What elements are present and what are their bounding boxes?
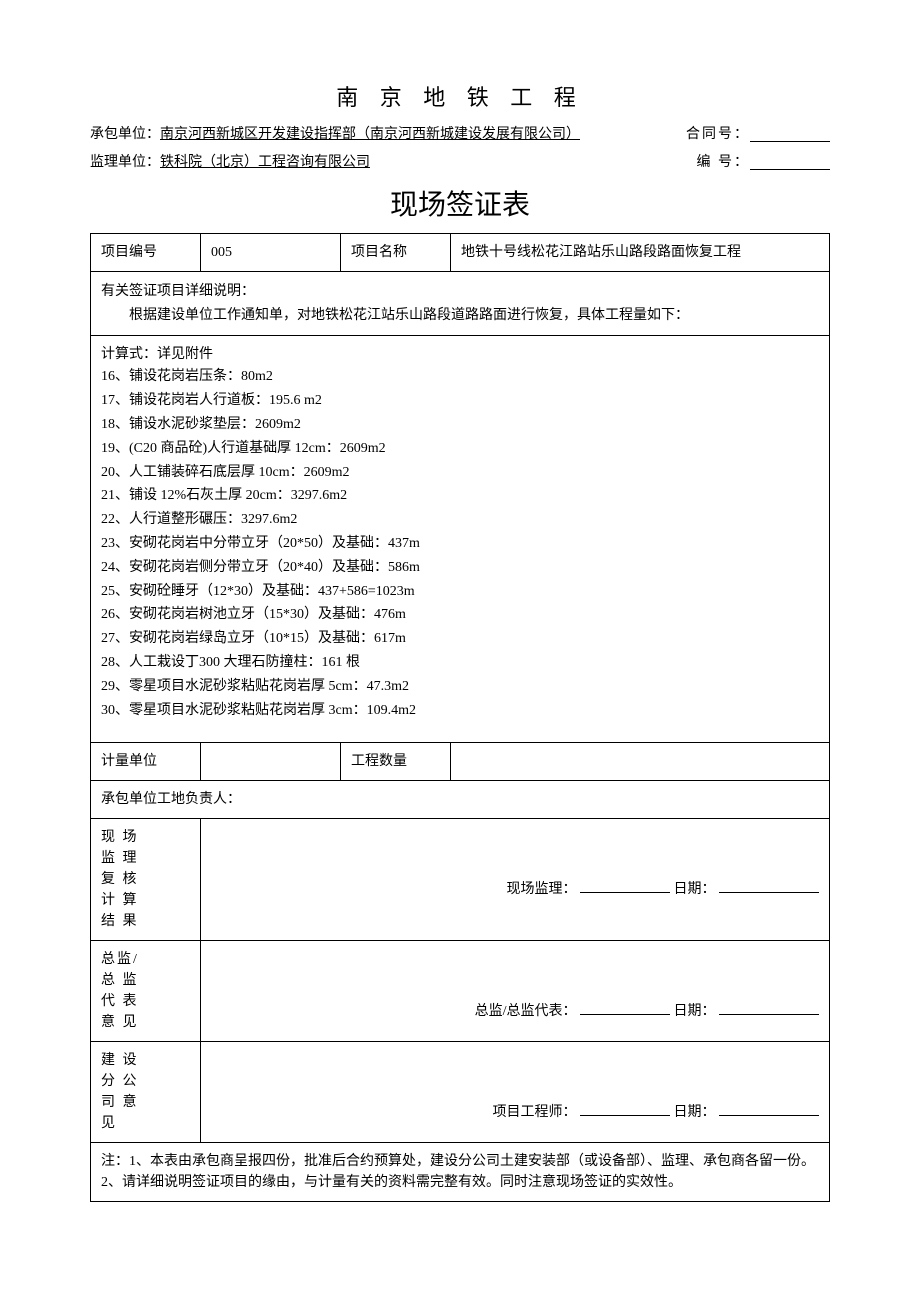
sup-l4: 计 算 — [101, 890, 190, 911]
director-sign-line: 总监/总监代表： 日期： — [211, 949, 819, 1022]
main-table: 项目编号 005 项目名称 地铁十号线松花江路站乐山路段路面恢复工程 有关签证项… — [90, 233, 830, 1203]
bld-l1: 建 设 — [101, 1050, 190, 1071]
builder-row: 建 设 分 公 司 意 见 项目工程师： 日期： — [91, 1042, 830, 1143]
document-title: 南 京 地 铁 工 程 — [90, 80, 830, 112]
proj-name-value: 地铁十号线松花江路站乐山路段路面恢复工程 — [451, 233, 830, 271]
detail-item: 16、铺设花岗岩压条：80m2 — [101, 365, 819, 389]
supervisor-label: 监理单位： — [90, 152, 160, 174]
contractor-label: 承包单位： — [90, 124, 160, 146]
director-sign-blank — [580, 999, 670, 1015]
sup-l2: 监 理 — [101, 848, 190, 869]
detail-item: 17、铺设花岗岩人行道板：195.6 m2 — [101, 389, 819, 413]
supervisor-review-row: 现 场 监 理 复 核 计 算 结 果 现场监理： 日期： — [91, 819, 830, 941]
detail-item: 26、安砌花岗岩树池立牙（15*30）及基础：476m — [101, 603, 819, 627]
builder-date-label: 日期： — [674, 1105, 716, 1120]
detail-list: 16、铺设花岗岩压条：80m217、铺设花岗岩人行道板：195.6 m218、铺… — [101, 365, 819, 722]
proj-no-value: 005 — [201, 233, 341, 271]
detail-intro-text: 根据建设单位工作通知单，对地铁松花江站乐山路段道路路面进行恢复，具体工程量如下： — [101, 304, 819, 328]
serial-no-label: 编 号： — [697, 152, 751, 174]
detail-item: 21、铺设 12%石灰土厚 20cm：3297.6m2 — [101, 484, 819, 508]
contract-no-blank — [750, 124, 830, 142]
form-title: 现场签证表 — [90, 183, 830, 223]
detail-item: 29、零星项目水泥砂浆粘贴花岗岩厚 5cm：47.3m2 — [101, 675, 819, 699]
supervisor-sign-blank — [580, 877, 670, 893]
bld-l2: 分 公 — [101, 1071, 190, 1092]
director-side-label: 总监/ 总 监 代 表 意 见 — [91, 941, 201, 1042]
supervisor-value: 铁科院（北京）工程咨询有限公司 — [160, 152, 370, 174]
spacer — [370, 152, 697, 174]
builder-sign-blank — [580, 1100, 670, 1116]
bld-l3: 司 意 — [101, 1092, 190, 1113]
contractor-mgr-cell: 承包单位工地负责人： — [91, 781, 830, 819]
builder-side-label: 建 设 分 公 司 意 见 — [91, 1042, 201, 1143]
detail-item: 25、安砌砼睡牙（12*30）及基础：437+586=1023m — [101, 580, 819, 604]
supervisor-side-label: 现 场 监 理 复 核 计 算 结 果 — [91, 819, 201, 941]
serial-no-blank — [750, 152, 830, 170]
qty-value — [451, 743, 830, 781]
detail-item: 27、安砌花岗岩绿岛立牙（10*15）及基础：617m — [101, 627, 819, 651]
spacer — [580, 124, 686, 146]
bld-l4: 见 — [101, 1113, 190, 1134]
sup-l3: 复 核 — [101, 869, 190, 890]
footnote-cell: 注：1、本表由承包商呈报四份，批准后合约预算处，建设分公司土建安装部（或设备部）… — [91, 1143, 830, 1202]
calc-row: 计算式：详见附件 16、铺设花岗岩压条：80m217、铺设花岗岩人行道板：195… — [91, 336, 830, 743]
proj-no-label: 项目编号 — [91, 233, 201, 271]
dir-l3: 代 表 — [101, 991, 190, 1012]
detail-cell: 有关签证项目详细说明： 根据建设单位工作通知单，对地铁松花江站乐山路段道路路面进… — [91, 271, 830, 336]
list-spacer — [101, 722, 819, 734]
detail-item: 23、安砌花岗岩中分带立牙（20*50）及基础：437m — [101, 532, 819, 556]
contractor-value: 南京河西新城区开发建设指挥部（南京河西新城建设发展有限公司） — [160, 124, 580, 146]
dir-l1: 总监/ — [101, 949, 190, 970]
detail-item: 30、零星项目水泥砂浆粘贴花岗岩厚 3cm：109.4m2 — [101, 699, 819, 723]
detail-item: 22、人行道整形碾压：3297.6m2 — [101, 508, 819, 532]
unit-value — [201, 743, 341, 781]
calc-label: 计算式：详见附件 — [101, 344, 819, 365]
director-date-label: 日期： — [674, 1004, 716, 1019]
detail-intro-label: 有关签证项目详细说明： — [101, 280, 819, 304]
detail-item: 28、人工栽设㆜300 大理石防撞柱：161 根 — [101, 651, 819, 675]
sup-l1: 现 场 — [101, 827, 190, 848]
contract-no-label: 合同号： — [686, 124, 750, 146]
supervisor-date-blank — [719, 877, 819, 893]
sup-l5: 结 果 — [101, 911, 190, 932]
builder-date-blank — [719, 1100, 819, 1116]
detail-item: 24、安砌花岗岩侧分带立牙（20*40）及基础：586m — [101, 556, 819, 580]
dir-l2: 总 监 — [101, 970, 190, 991]
builder-sign-cell: 项目工程师： 日期： — [201, 1042, 830, 1143]
header-supervisor-row: 监理单位： 铁科院（北京）工程咨询有限公司 编 号： — [90, 152, 830, 174]
qty-row: 计量单位 工程数量 — [91, 743, 830, 781]
detail-item: 19、(C20 商品砼)人行道基础厚 12cm：2609m2 — [101, 437, 819, 461]
director-sign-cell: 总监/总监代表： 日期： — [201, 941, 830, 1042]
contractor-mgr-row: 承包单位工地负责人： — [91, 781, 830, 819]
footnote-row: 注：1、本表由承包商呈报四份，批准后合约预算处，建设分公司土建安装部（或设备部）… — [91, 1143, 830, 1202]
supervisor-sign-cell: 现场监理： 日期： — [201, 819, 830, 941]
footnote-line2: 2、请详细说明签证项目的缘由，与计量有关的资料需完整有效。同时注意现场签证的实效… — [101, 1172, 819, 1193]
calc-cell: 计算式：详见附件 16、铺设花岗岩压条：80m217、铺设花岗岩人行道板：195… — [91, 336, 830, 743]
director-sign-label: 总监/总监代表： — [475, 1004, 577, 1019]
builder-sign-label: 项目工程师： — [493, 1105, 577, 1120]
project-info-row: 项目编号 005 项目名称 地铁十号线松花江路站乐山路段路面恢复工程 — [91, 233, 830, 271]
qty-label: 工程数量 — [341, 743, 451, 781]
footnote-line1: 注：1、本表由承包商呈报四份，批准后合约预算处，建设分公司土建安装部（或设备部）… — [101, 1151, 819, 1172]
detail-item: 20、人工铺装碎石底层厚 10cm：2609m2 — [101, 461, 819, 485]
dir-l4: 意 见 — [101, 1012, 190, 1033]
director-date-blank — [719, 999, 819, 1015]
unit-label: 计量单位 — [91, 743, 201, 781]
detail-item: 18、铺设水泥砂浆垫层：2609m2 — [101, 413, 819, 437]
detail-row: 有关签证项目详细说明： 根据建设单位工作通知单，对地铁松花江站乐山路段道路路面进… — [91, 271, 830, 336]
supervisor-date-label: 日期： — [674, 882, 716, 897]
proj-name-label: 项目名称 — [341, 233, 451, 271]
director-row: 总监/ 总 监 代 表 意 见 总监/总监代表： 日期： — [91, 941, 830, 1042]
builder-sign-line: 项目工程师： 日期： — [211, 1050, 819, 1123]
header-contractor-row: 承包单位： 南京河西新城区开发建设指挥部（南京河西新城建设发展有限公司） 合同号… — [90, 124, 830, 146]
supervisor-sign-label: 现场监理： — [507, 882, 577, 897]
supervisor-sign-line: 现场监理： 日期： — [211, 827, 819, 900]
